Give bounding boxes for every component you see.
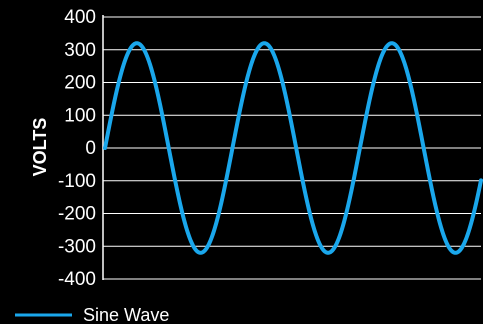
y-tick-label: -400	[58, 269, 96, 290]
sine-wave-series-line	[103, 41, 483, 255]
y-tick-label: -200	[58, 204, 96, 225]
legend-label-sine-wave: Sine Wave	[83, 305, 169, 324]
y-tick-label: -100	[58, 171, 96, 192]
y-tick-labels: 400 300 200 100 0 -100 -200 -300 -400	[58, 7, 96, 290]
legend: Sine Wave	[15, 305, 169, 324]
y-axis-title: VOLTS	[30, 118, 50, 177]
y-tick-label: 100	[64, 105, 96, 126]
y-tick-label: -300	[58, 236, 96, 257]
gridlines	[103, 16, 481, 280]
y-tick-label: 300	[64, 40, 96, 61]
y-tick-label: 400	[64, 7, 96, 28]
y-tick-label: 0	[85, 138, 96, 159]
y-tick-label: 200	[64, 73, 96, 94]
